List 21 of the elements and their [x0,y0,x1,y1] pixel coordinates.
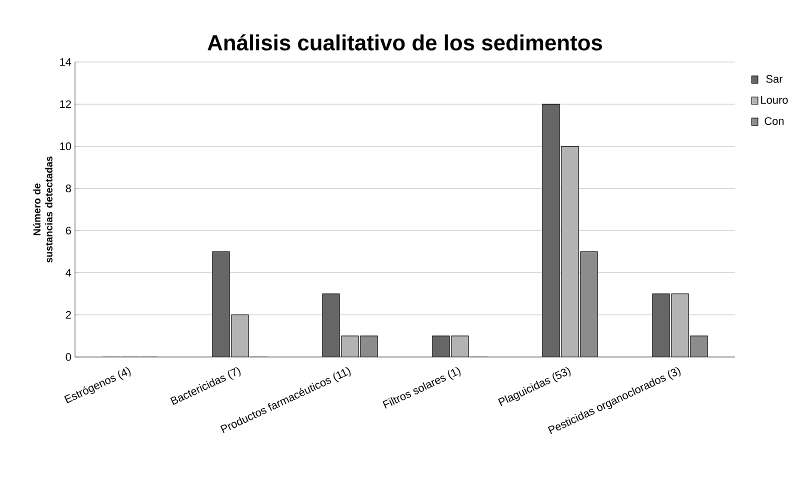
y-tick-label: 14 [60,58,72,66]
bar [212,252,230,357]
bar [580,252,598,357]
legend-label: Sar [766,75,783,83]
y-tick-label: 4 [66,268,72,276]
bar [562,146,578,357]
bar [232,314,248,357]
y-axis-title: Número de sustancias detectadas [33,156,52,263]
bar [671,293,689,357]
y-tick-label: 2 [66,311,71,319]
bar [322,294,340,357]
chart-title: Análisis cualitativo de los sedimentos [208,34,602,51]
y-tick-label: 6 [66,226,71,234]
bar [652,293,670,357]
legend-label: Louro [761,96,788,104]
y-tick-label: 8 [66,184,71,192]
y-tick-label: 12 [60,100,71,108]
y-tick-label: 0 [66,353,72,361]
bar [542,104,560,357]
legend-label: Con [764,117,784,125]
y-tick-label: 10 [60,142,72,150]
